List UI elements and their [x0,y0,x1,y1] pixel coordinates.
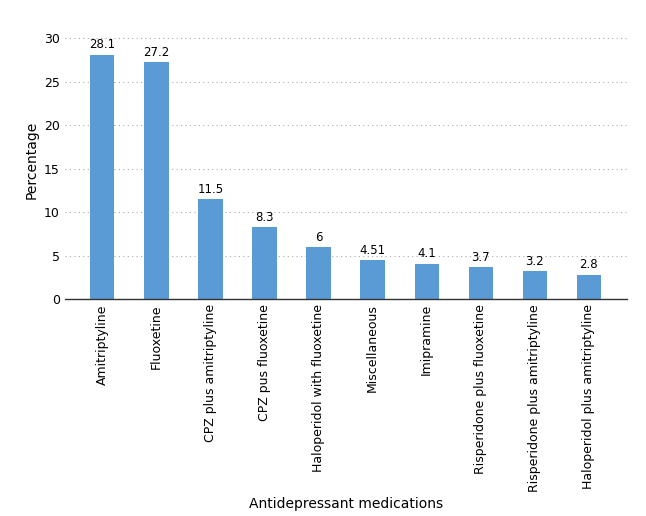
Bar [306,247,331,299]
Text: 4.51: 4.51 [360,244,386,256]
Bar [523,271,547,299]
Bar [198,199,223,299]
Bar [253,227,276,299]
Text: 6: 6 [315,231,322,244]
Bar [577,275,601,299]
Text: 8.3: 8.3 [255,211,274,223]
Text: 3.7: 3.7 [472,251,490,264]
Bar [360,260,385,299]
Bar [90,55,114,299]
Text: 3.2: 3.2 [526,255,544,268]
X-axis label: Antidepressant medications: Antidepressant medications [249,497,443,511]
Text: 27.2: 27.2 [143,46,169,59]
Text: 4.1: 4.1 [417,247,436,260]
Bar [468,267,493,299]
Text: 28.1: 28.1 [89,38,116,51]
Y-axis label: Percentage: Percentage [25,121,38,199]
Bar [415,264,439,299]
Text: 11.5: 11.5 [198,183,224,196]
Bar [144,62,169,299]
Text: 2.8: 2.8 [579,259,598,271]
